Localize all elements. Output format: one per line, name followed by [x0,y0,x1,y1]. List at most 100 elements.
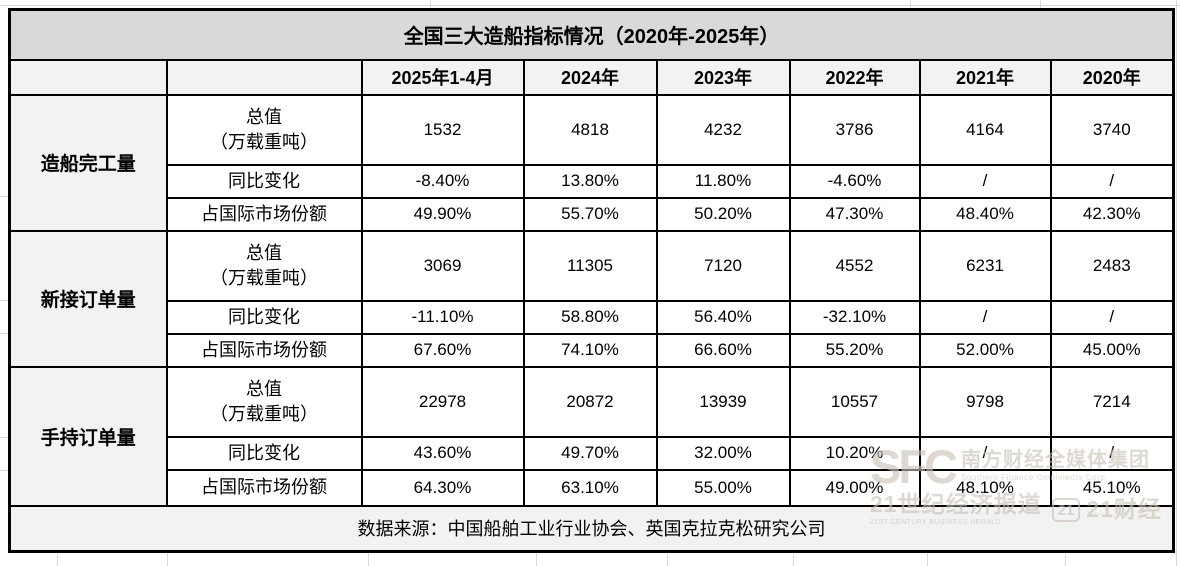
cell-value: 3786 [788,93,921,166]
cell-value: 48.10% [918,468,1052,507]
cell-value: 4164 [918,93,1052,166]
group-label-new-orders: 新接订单量 [8,229,168,368]
cell-value: 10557 [788,365,921,438]
metric-label: 同比变化 [165,435,363,471]
cell-value: 47.30% [788,196,921,232]
cell-value: 50.20% [655,196,791,232]
metric-unit: （万载重吨） [210,403,318,424]
cell-value: 66.60% [655,332,791,368]
cell-value: 56.40% [655,299,791,335]
cell-value: 64.30% [360,468,525,507]
cell-value: 13939 [655,365,791,438]
cell-value: 55.00% [655,468,791,507]
cell-value: 48.40% [918,196,1052,232]
gridline [0,333,8,334]
cell-value: 7120 [655,229,791,302]
cell-value: / [918,299,1052,335]
gridline [1040,0,1041,8]
gridline [910,0,911,8]
cell-value: 11.80% [655,163,791,199]
gridline [1176,0,1177,566]
cell-value: 49.90% [360,196,525,232]
table-header-row: 2025年1-4月 2024年 2023年 2022年 2021年 2020年 [8,58,1175,96]
cell-value: 32.00% [655,435,791,471]
metric-label: 占国际市场份额 [165,196,363,232]
gridline [793,553,794,566]
metric-label: 同比变化 [165,163,363,199]
table-row: 占国际市场份额 49.90% 55.70% 50.20% 47.30% 48.4… [10,196,1175,232]
table-footer-row: 数据来源：中国船舶工业行业协会、英国克拉克松研究公司 [8,504,1175,553]
cell-value: 63.10% [522,468,658,507]
header-2021: 2021年 [918,58,1052,96]
cell-value: -11.10% [360,299,525,335]
cell-value: 10.20% [788,435,921,471]
gridline [1065,553,1066,566]
cell-value: 1532 [360,93,525,166]
cell-value: 7214 [1049,365,1175,438]
header-blank-group [8,58,168,96]
group-label-completions: 造船完工量 [8,93,168,232]
header-2024: 2024年 [522,58,658,96]
metric-unit: （万载重吨） [210,267,318,288]
metric-label: 占国际市场份额 [165,468,363,507]
cell-value: 67.60% [360,332,525,368]
cell-value: 74.10% [522,332,658,368]
metric-unit: （万载重吨） [210,131,318,152]
cell-value: 45.10% [1049,468,1175,507]
cell-value: 22978 [360,365,525,438]
gridline [667,553,668,566]
cell-value: / [1049,163,1175,199]
table-title: 全国三大造船指标情况（2020年-2025年） [8,8,1175,61]
gridline [0,5,1180,6]
table-row: 占国际市场份额 67.60% 74.10% 66.60% 55.20% 52.0… [10,332,1175,368]
gridline [167,553,168,566]
cell-value: / [1049,435,1175,471]
header-2025: 2025年1-4月 [360,58,525,96]
gridline [0,196,8,197]
table-row: 造船完工量 总值 （万载重吨） 1532 4818 4232 3786 4164… [8,93,1175,232]
cell-value: 45.00% [1049,332,1175,368]
metric-label: 总值 （万载重吨） [165,365,363,438]
shipbuilding-indicators-table: 全国三大造船指标情况（2020年-2025年） 2025年1-4月 2024年 … [8,8,1176,553]
gridline [536,553,537,566]
gridline [57,553,58,566]
cell-value: 2483 [1049,229,1175,302]
metric-label: 总值 （万载重吨） [165,229,363,302]
cell-value: 4818 [522,93,658,166]
header-blank-metric [165,58,363,96]
metric-label: 同比变化 [165,299,363,335]
cell-value: -8.40% [360,163,525,199]
cell-value: 49.00% [788,468,921,507]
table-row: 同比变化 43.60% 49.70% 32.00% 10.20% / / [10,435,1175,471]
metric-label: 占国际市场份额 [165,332,363,368]
table-row: 同比变化 -11.10% 58.80% 56.40% -32.10% / / [10,299,1175,335]
table-row: 手持订单量 总值 （万载重吨） 22978 20872 13939 10557 … [8,365,1175,507]
gridline [0,437,8,438]
metric-title: 总值 [246,379,282,400]
table-row: 占国际市场份额 64.30% 63.10% 55.00% 49.00% 48.1… [10,468,1175,507]
cell-value: 4232 [655,93,791,166]
cell-value: 11305 [522,229,658,302]
cell-value: / [918,435,1052,471]
cell-value: 55.70% [522,196,658,232]
header-2020: 2020年 [1049,58,1175,96]
metric-title: 总值 [246,243,282,264]
header-2022: 2022年 [788,58,921,96]
cell-value: 4552 [788,229,921,302]
table-row: 新接订单量 总值 （万载重吨） 3069 11305 7120 4552 623… [8,229,1175,368]
table-title-row: 全国三大造船指标情况（2020年-2025年） [8,8,1175,61]
cell-value: 49.70% [522,435,658,471]
gridline [430,0,431,8]
gridline [368,553,369,566]
header-2023: 2023年 [655,58,791,96]
group-label-order-backlog: 手持订单量 [8,365,168,507]
metric-label: 总值 （万载重吨） [165,93,363,166]
gridline [927,553,928,566]
cell-value: 42.30% [1049,196,1175,232]
cell-value: 20872 [522,365,658,438]
gridline [0,470,8,471]
cell-value: 55.20% [788,332,921,368]
cell-value: -32.10% [788,299,921,335]
metric-title: 总值 [246,107,282,128]
cell-value: 43.60% [360,435,525,471]
